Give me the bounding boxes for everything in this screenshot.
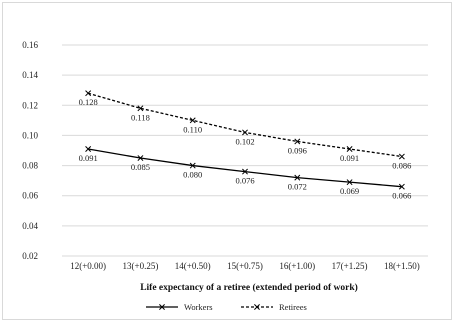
x-tick-label: 14(+0.50) [175,261,211,271]
data-label: 0.091 [340,153,359,163]
data-label: 0.110 [183,124,202,134]
legend-label: Workers [184,302,213,312]
data-label: 0.085 [131,162,150,172]
x-axis-title: Life expectancy of a retiree (extended p… [140,282,358,293]
y-tick-label: 0.04 [22,221,38,231]
chart-frame [2,2,452,320]
y-tick-label: 0.16 [22,40,38,50]
data-point-marker [242,129,248,136]
data-label: 0.066 [392,191,411,201]
x-tick-label: 17(+1.25) [332,261,368,271]
data-point-marker [346,146,353,152]
data-label: 0.091 [79,153,98,163]
y-tick-label: 0.10 [22,130,38,140]
data-point-marker [294,138,301,145]
y-tick-label: 0.02 [22,251,38,261]
data-label: 0.069 [340,186,359,196]
data-label: 0.076 [235,176,254,186]
x-tick-label: 12(+0.00) [70,261,106,271]
data-label: 0.096 [288,145,307,155]
y-tick-label: 0.14 [22,70,38,80]
data-point-marker [398,153,405,160]
legend-marker [254,304,260,310]
y-tick-label: 0.12 [22,100,38,110]
data-label: 0.072 [288,182,307,192]
data-point-marker [85,146,92,152]
legend-marker [159,304,165,310]
x-tick-label: 15(+0.75) [227,261,263,271]
data-label: 0.128 [79,97,98,107]
data-point-marker [137,105,144,112]
data-label: 0.086 [392,161,411,171]
data-point-marker [189,162,196,169]
series-line-retirees [87,92,402,158]
data-point-marker [294,174,301,181]
data-label: 0.118 [131,112,150,122]
x-tick-label: 16(+1.00) [279,261,315,271]
data-point-marker [85,90,92,97]
data-point-marker [398,183,405,190]
data-point-marker [242,168,248,175]
y-tick-label: 0.06 [22,191,38,201]
data-point-marker [137,155,144,161]
y-tick-label: 0.08 [22,161,38,171]
data-label: 0.080 [183,170,202,180]
legend-label: Retirees [279,302,307,312]
x-tick-label: 18(+1.50) [384,261,420,271]
x-tick-label: 13(+0.25) [123,261,159,271]
data-point-marker [346,179,353,186]
data-point-marker [189,117,196,124]
data-label: 0.102 [235,136,254,146]
